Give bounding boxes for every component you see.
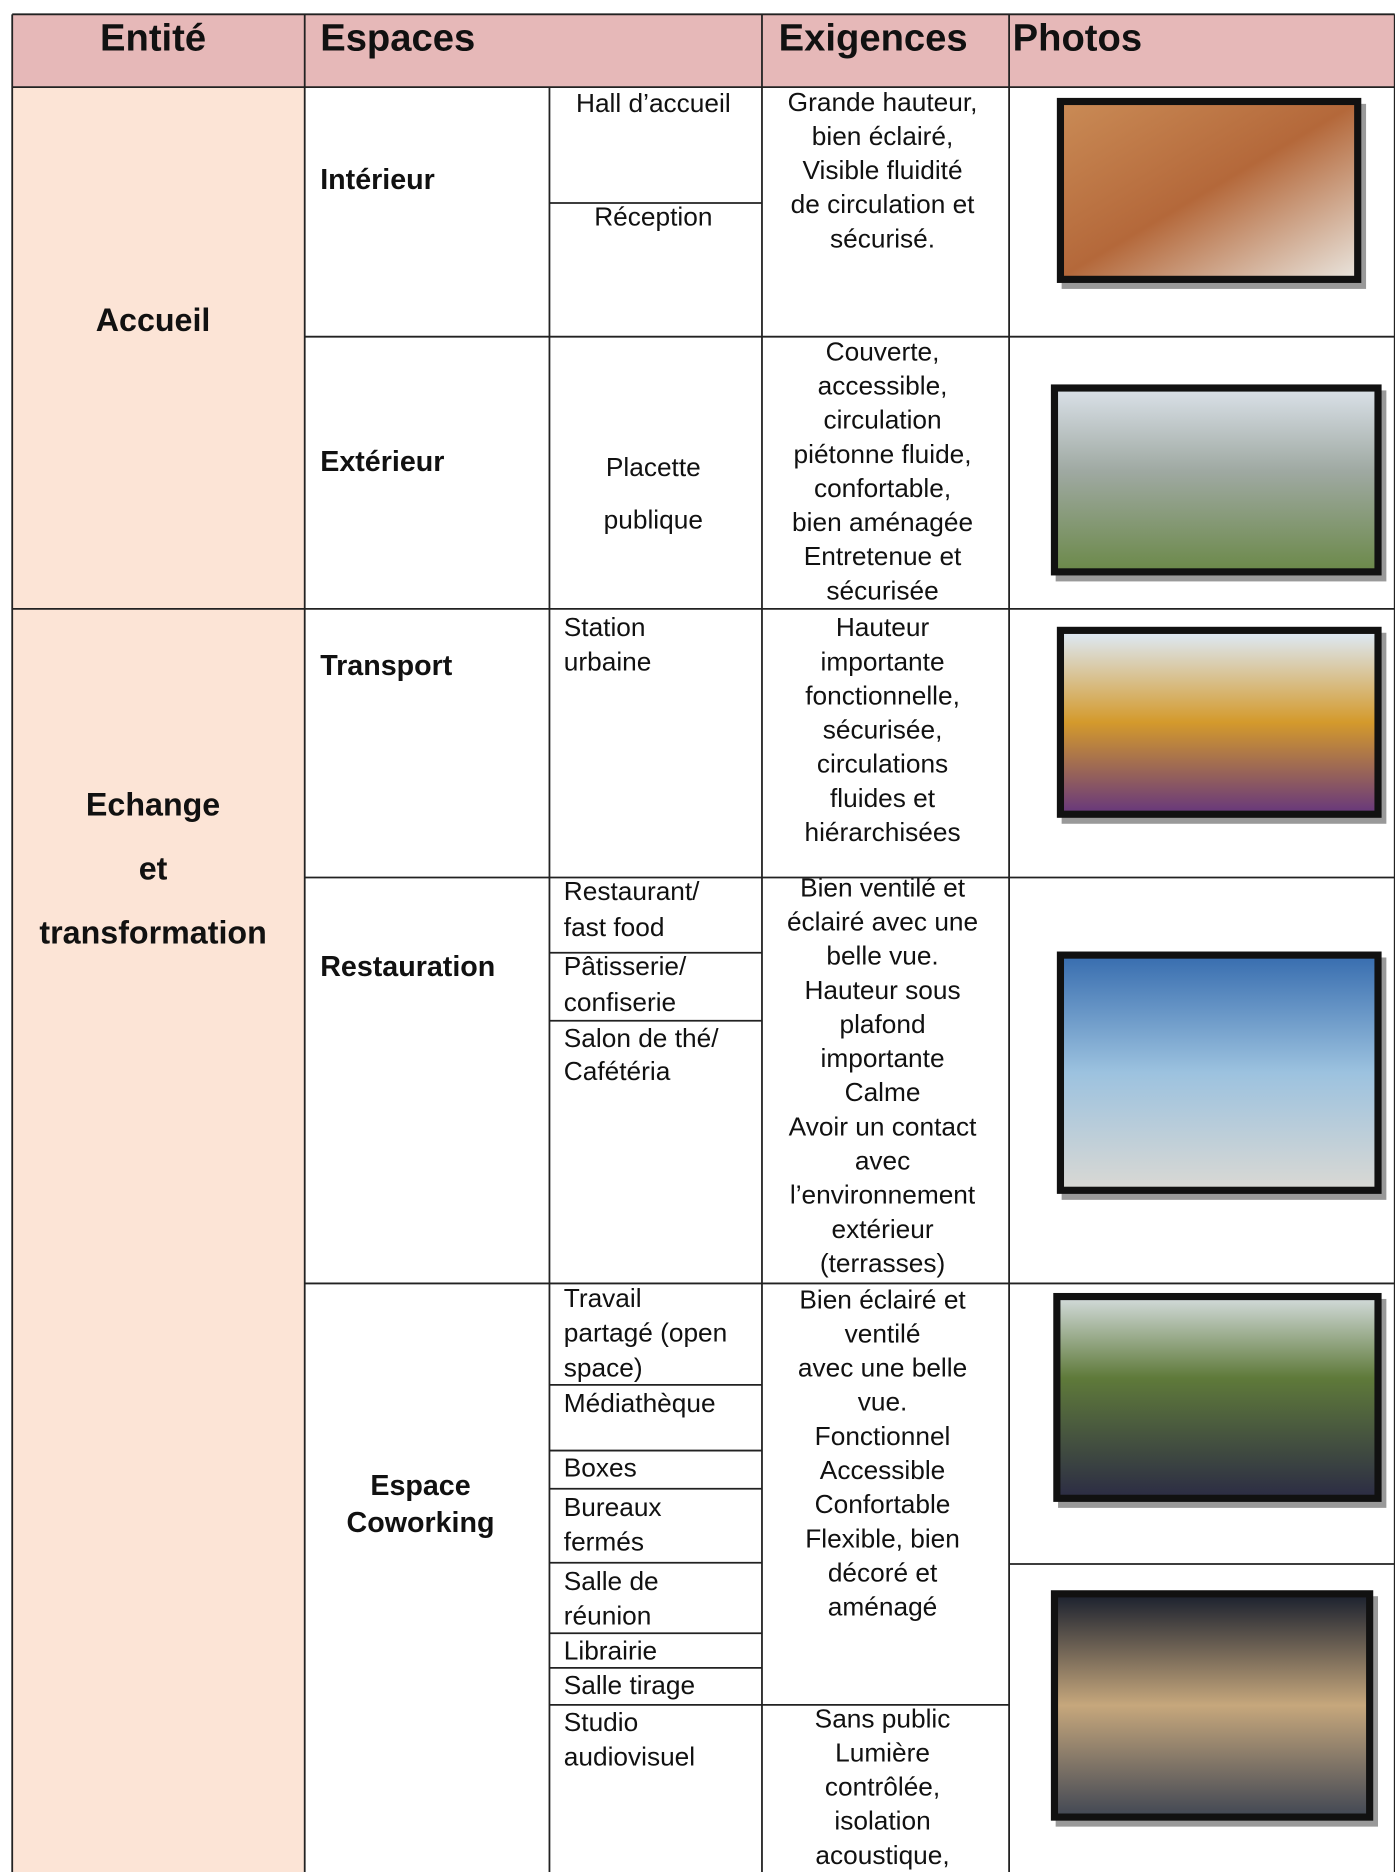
subspace: réunion [564,1601,652,1631]
space-name: Restauration [320,951,495,983]
requirement: fluides et [830,783,936,813]
requirement: acoustique, [815,1840,949,1870]
requirement: Avoir un contact [789,1111,977,1141]
subspace: space) [564,1352,643,1382]
requirement: Calme [845,1077,921,1107]
requirement: Confortable [815,1489,951,1519]
photo [1058,1597,1367,1814]
requirement: Sans public [815,1703,951,1733]
space-name: Extérieur [320,446,444,478]
subspace: Boxes [564,1453,637,1483]
requirement: bien éclairé, [812,121,954,151]
subspace: Cafétéria [564,1056,671,1086]
requirement: Entretenue et [804,541,962,571]
requirement: l’environnement [790,1180,976,1210]
subspace: Pâtisserie/ [564,951,687,981]
requirement: sécurisé. [830,223,935,253]
requirement: Lumière [835,1737,930,1767]
requirement: avec [855,1146,910,1176]
requirement: bien aménagée [792,507,973,537]
requirement: extérieur [831,1214,933,1244]
subspace: audiovisuel [564,1742,695,1772]
entity-column [12,87,305,1872]
header-row [12,14,1395,88]
requirement: éclairé avec une [787,907,978,937]
subspace: Librairie [564,1635,657,1665]
requirement: (terrasses) [820,1248,945,1278]
photo [1064,105,1355,276]
requirement: Accessible [820,1455,945,1485]
requirement: avec une belle [798,1353,967,1383]
requirement: Grande hauteur, [788,87,978,117]
space-name: Espace [370,1470,470,1502]
subspace: fast food [564,912,665,942]
requirement: ventilé [845,1318,921,1348]
requirement: belle vue. [826,941,938,971]
subspace: partagé (open [564,1318,727,1348]
header-cell: Exigences [779,17,968,60]
requirement: vue. [858,1387,908,1417]
requirement: de circulation et [791,189,976,219]
subspace: urbaine [564,647,652,677]
subspace: Salle de [564,1566,659,1596]
subspace: Station [564,612,646,642]
space-name: Intérieur [320,164,435,196]
requirement: Fonctionnel [815,1421,951,1451]
header-cell: Entité [100,17,206,60]
subspace: Restaurant/ [564,876,700,906]
entity-name: Echange [86,787,220,823]
subspace: confiserie [564,987,676,1017]
photo [1060,1300,1375,1495]
requirement: circulation [823,405,941,435]
requirement: sécurisée, [823,715,943,745]
requirement: sécurisée [826,575,938,605]
requirement: piétonne fluide, [794,439,972,469]
entity-name: et [139,850,168,886]
requirement: Couverte, [826,336,940,366]
subspace: Hall d’accueil [576,88,731,118]
subspace: Salon de thé/ [564,1023,719,1053]
subspace: Studio [564,1707,638,1737]
requirement: Flexible, bien [805,1523,960,1553]
requirement: décoré et [828,1557,938,1587]
requirement: contrôlée, [825,1772,940,1802]
requirement: plafond [839,1009,925,1039]
requirement: circulations [817,749,948,779]
entity-name: transformation [39,914,266,950]
subspace: Placette [606,452,701,482]
requirement: Visible fluidité [803,155,963,185]
requirement: Hauteur sous [804,975,960,1005]
space-name: Transport [320,650,453,682]
requirement: fonctionnelle, [805,680,960,710]
subspace: Bureaux [564,1492,662,1522]
requirement: importante [821,1043,945,1073]
requirement: aménagé [828,1592,937,1622]
photo [1064,633,1375,811]
subspace: Réception [594,201,712,231]
requirement: isolation [834,1806,930,1836]
photo [1064,958,1375,1187]
subspace: fermés [564,1527,644,1557]
requirement: importante [821,646,945,676]
requirement: accessible, [818,370,948,400]
requirement: hiérarchisées [804,817,960,847]
subspace: Travail [564,1283,642,1313]
header-cell: Espaces [320,17,475,60]
requirement: confortable, [814,473,951,503]
subspace: Salle tirage [564,1670,695,1700]
header-cell: Photos [1013,17,1142,60]
photo [1058,391,1375,569]
space-name: Coworking [347,1507,495,1539]
subspace: Médiathèque [564,1388,716,1418]
subspace: publique [604,505,703,535]
requirement: Hauteur [836,612,930,642]
entity-name: Accueil [96,302,211,338]
requirement: Bien éclairé et [799,1284,966,1314]
